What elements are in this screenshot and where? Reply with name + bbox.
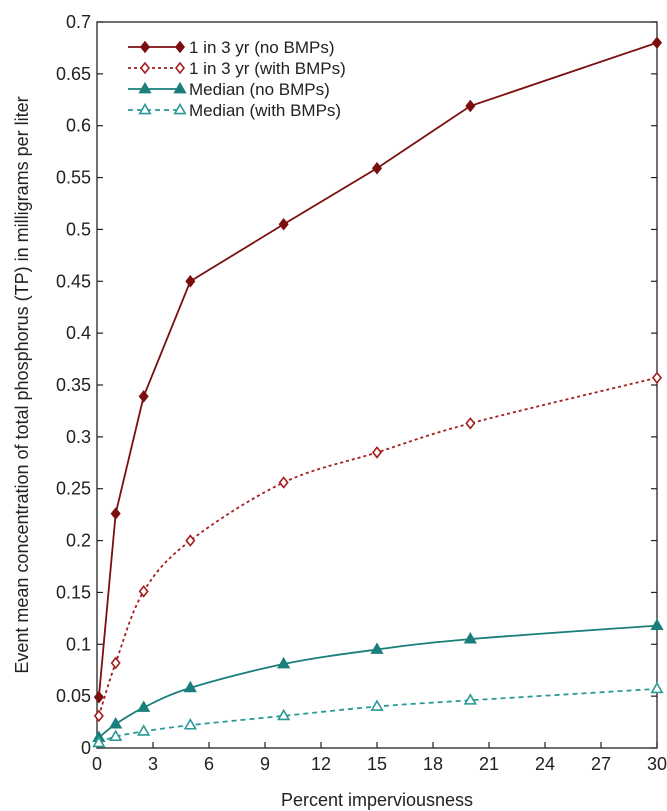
data-point-triangle <box>140 84 150 93</box>
data-point-diamond <box>466 101 474 111</box>
y-tick-label: 0.3 <box>66 427 91 447</box>
data-point-diamond <box>141 63 149 73</box>
x-axis-title: Percent imperviousness <box>281 790 473 810</box>
series-line <box>99 43 657 697</box>
y-tick-label: 0.5 <box>66 219 91 239</box>
legend-label: Median (with BMPs) <box>189 101 341 120</box>
x-tick-label: 12 <box>311 754 331 774</box>
x-tick-label: 18 <box>423 754 443 774</box>
legend-label: 1 in 3 yr (with BMPs) <box>189 59 346 78</box>
x-tick-label: 9 <box>260 754 270 774</box>
series-lines <box>99 43 657 743</box>
data-point-triangle <box>372 701 382 710</box>
data-point-triangle <box>110 719 120 728</box>
data-point-diamond <box>466 418 474 428</box>
data-point-triangle <box>175 105 185 114</box>
y-tick-label: 0.25 <box>56 479 91 499</box>
data-point-diamond <box>140 391 148 401</box>
data-point-diamond <box>280 477 288 487</box>
data-point-triangle <box>652 620 662 629</box>
y-tick-label: 0.35 <box>56 375 91 395</box>
x-tick-label: 0 <box>92 754 102 774</box>
data-point-diamond <box>186 276 194 286</box>
data-point-diamond <box>176 63 184 73</box>
x-tick-label: 15 <box>367 754 387 774</box>
data-point-triangle <box>138 726 148 735</box>
x-tick-label: 6 <box>204 754 214 774</box>
y-tick-label: 0.7 <box>66 12 91 32</box>
legend: 1 in 3 yr (no BMPs) 1 in 3 yr (with BMPs)… <box>128 38 346 120</box>
axis-ticks: 0 3 6 9 12 15 18 21 24 27 30 0 0.05 0.1 0.15 0.2 0.25 0.3… <box>56 12 667 774</box>
y-tick-label: 0.4 <box>66 323 91 343</box>
data-point-diamond <box>280 219 288 229</box>
legend-label: Median (no BMPs) <box>189 80 330 99</box>
data-point-triangle <box>185 720 195 729</box>
series-line <box>99 378 657 716</box>
y-tick-label: 0.45 <box>56 271 91 291</box>
data-point-diamond <box>112 658 120 668</box>
y-tick-label: 0.05 <box>56 686 91 706</box>
series-line <box>99 689 657 743</box>
y-tick-label: 0.65 <box>56 64 91 84</box>
data-point-triangle <box>175 84 185 93</box>
data-point-diamond <box>373 447 381 457</box>
legend-label: 1 in 3 yr (no BMPs) <box>189 38 335 57</box>
data-point-triangle <box>140 105 150 114</box>
y-tick-label: 0.55 <box>56 168 91 188</box>
data-point-diamond <box>653 38 661 48</box>
data-point-diamond <box>112 509 120 519</box>
data-point-triangle <box>652 683 662 692</box>
y-tick-label: 0.15 <box>56 582 91 602</box>
plot-frame <box>97 22 657 748</box>
x-tick-label: 30 <box>647 754 667 774</box>
series-line <box>99 626 657 738</box>
data-point-diamond <box>373 163 381 173</box>
y-tick-label: 0.1 <box>66 634 91 654</box>
data-point-diamond <box>141 42 149 52</box>
y-axis-title: Event mean concentration of total phosph… <box>12 96 32 673</box>
data-point-diamond <box>176 42 184 52</box>
y-tick-label: 0 <box>81 738 91 758</box>
data-point-diamond <box>95 692 103 702</box>
y-tick-label: 0.6 <box>66 116 91 136</box>
x-tick-label: 27 <box>591 754 611 774</box>
x-tick-label: 24 <box>535 754 555 774</box>
y-tick-label: 0.2 <box>66 531 91 551</box>
data-point-diamond <box>186 536 194 546</box>
x-tick-label: 21 <box>479 754 499 774</box>
series-markers <box>94 38 663 747</box>
data-point-diamond <box>653 373 661 383</box>
data-point-diamond <box>95 711 103 721</box>
x-tick-label: 3 <box>148 754 158 774</box>
